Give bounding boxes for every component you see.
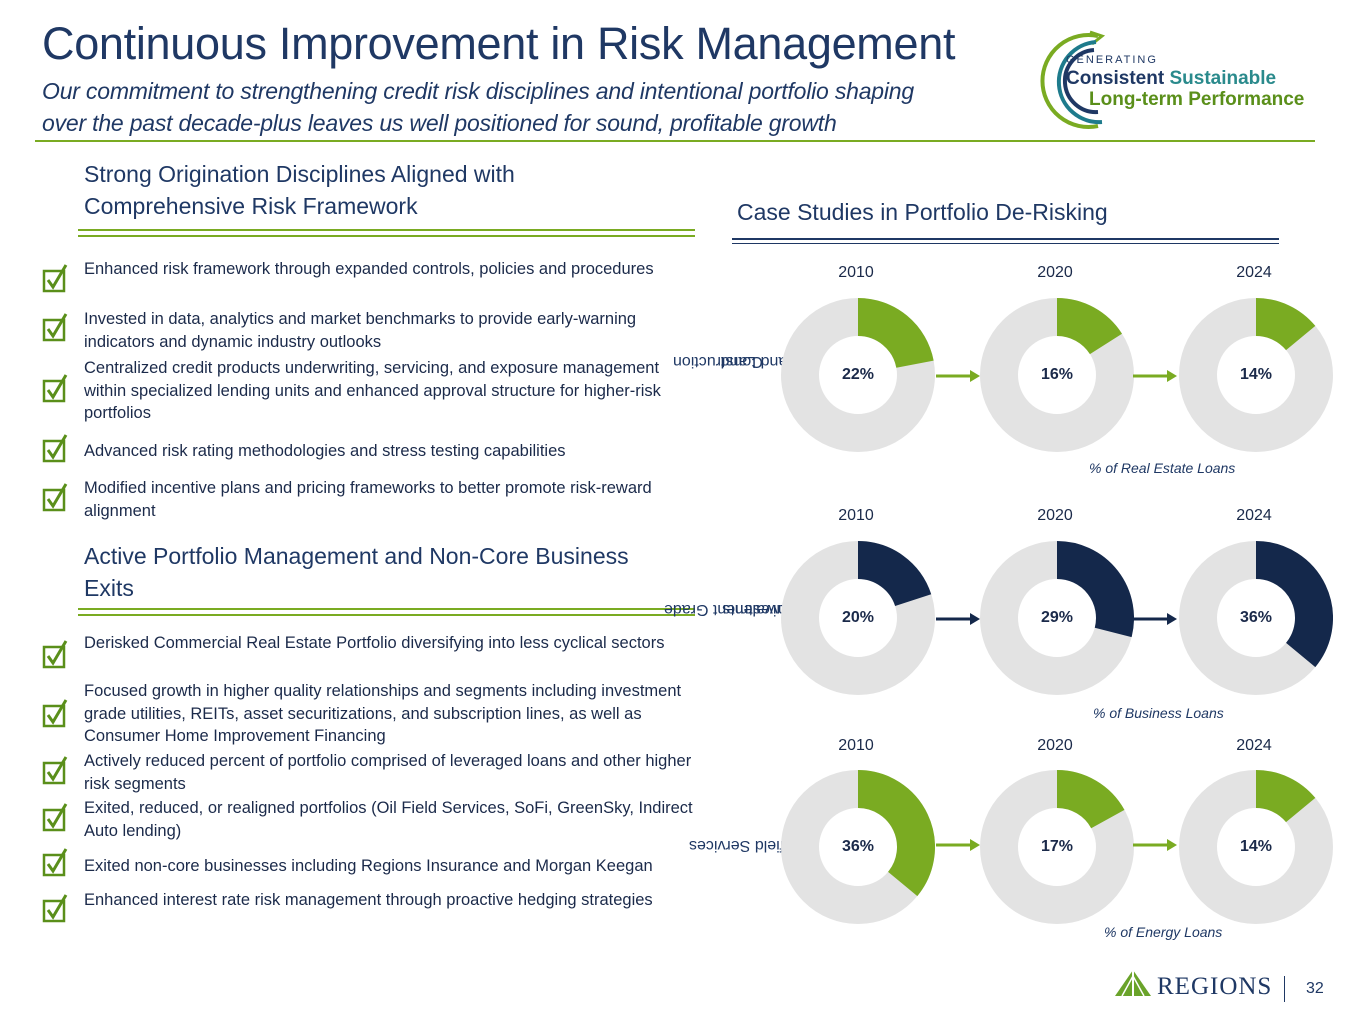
section2-divider: [78, 608, 695, 616]
year-label: 2010: [838, 737, 874, 754]
footnote-business: % of Business Loans: [1093, 705, 1224, 721]
year-label: 2020: [1037, 737, 1073, 754]
section2-heading-line2: Exits: [84, 575, 134, 601]
section2-bullet-2: Focused growth in higher quality relatio…: [84, 682, 682, 745]
regions-pyramid-logo-icon: [1115, 970, 1151, 997]
arrow-right-icon: [1133, 613, 1177, 625]
year-label: 2010: [838, 507, 874, 524]
row-label-construction: Construction and Land: [673, 353, 788, 370]
generating-badge-arc-icon: [1040, 30, 1106, 129]
badge-sustainable: Sustainable: [1169, 68, 1277, 89]
year-label: 2010: [838, 264, 874, 281]
donut-investment-grade-2020: [980, 541, 1134, 695]
donut-segment: [1255, 541, 1333, 668]
donut-oilfield-2024: [1179, 770, 1333, 924]
section1-heading-line2: Comprehensive Risk Framework: [84, 193, 418, 219]
donut-segment: [1056, 770, 1125, 830]
checkbox-checked-icon: [42, 640, 68, 669]
checkbox-checked-icon: [42, 756, 68, 785]
checkbox-checked-icon: [42, 803, 68, 832]
donut-value-label: 16%: [1040, 366, 1074, 383]
section2-bullet-1: Derisked Commercial Real Estate Portfoli…: [84, 634, 665, 652]
year-label: 2024: [1236, 737, 1272, 754]
checkbox-checked-icon: [42, 374, 68, 403]
arrow-right-icon: [936, 613, 980, 625]
page-subtitle-line2: over the past decade-plus leaves us well…: [42, 110, 837, 136]
section1-bullet-1: Enhanced risk framework through expanded…: [84, 260, 654, 278]
page-title: Continuous Improvement in Risk Managemen…: [42, 18, 956, 69]
arrow-right-icon: [1133, 370, 1177, 382]
regions-wordmark: REGIONS: [1157, 973, 1273, 1000]
case-studies-heading: Case Studies in Portfolio De-Risking: [737, 199, 1108, 225]
footnote-real-estate: % of Real Estate Loans: [1089, 460, 1236, 476]
section2-bullet-3: Actively reduced percent of portfolio co…: [84, 752, 692, 793]
checkbox-checked-icon: [42, 434, 68, 463]
section2-heading-line1: Active Portfolio Management and Non-Core…: [84, 543, 629, 569]
year-label: 2024: [1236, 507, 1272, 524]
year-label: 2020: [1037, 264, 1073, 281]
badge-line2: Consistent Sustainable: [1066, 68, 1276, 90]
donut-segment: [1255, 770, 1316, 823]
row-label-investment-grade: Investment Grade Equivalents: [664, 601, 806, 618]
footer-separator: [1284, 976, 1285, 1002]
year-label: 2020: [1037, 507, 1073, 524]
page-number: 32: [1306, 980, 1324, 997]
donut-oilfield-2020: [980, 770, 1134, 924]
badge-longterm: Long-term Performance: [1089, 89, 1305, 110]
page-subtitle-line1: Our commitment to strengthening credit r…: [42, 78, 914, 104]
checkbox-checked-icon: [42, 848, 68, 877]
section2-bullet-4: Exited, reduced, or realigned portfolios…: [84, 799, 693, 840]
donut-value-label: 22%: [841, 366, 875, 383]
arrow-right-icon: [936, 839, 980, 851]
checkbox-checked-icon: [42, 483, 68, 512]
badge-consistent: Consistent: [1066, 68, 1165, 89]
donut-value-label: 14%: [1239, 838, 1273, 855]
section1-bullet-2: Invested in data, analytics and market b…: [84, 310, 637, 351]
arrow-right-icon: [936, 370, 980, 382]
donut-construction-2010: [781, 298, 935, 452]
donut-investment-grade-2024: [1179, 541, 1333, 695]
donut-segment: [857, 541, 932, 607]
donut-construction-2024: [1179, 298, 1333, 452]
donut-segment: [1056, 298, 1123, 355]
donut-investment-grade-2010: [781, 541, 935, 695]
footnote-energy: % of Energy Loans: [1104, 924, 1223, 940]
section1-divider: [78, 229, 695, 237]
donut-value-label: 29%: [1040, 609, 1074, 626]
checkbox-checked-icon: [42, 264, 68, 293]
donut-value-label: 14%: [1239, 366, 1273, 383]
checkbox-checked-icon: [42, 313, 68, 342]
donut-value-label: 17%: [1040, 838, 1074, 855]
row-label-oilfield: Oilfield Services: [688, 837, 804, 854]
donut-segment: [857, 298, 934, 369]
section1-bullet-4: Advanced risk rating methodologies and s…: [84, 442, 566, 460]
section1-bullet-3: Centralized credit products underwriting…: [84, 359, 661, 422]
donut-segment: [1255, 298, 1316, 351]
section2-bullet-5: Exited non-core businesses including Reg…: [84, 857, 653, 875]
year-label: 2024: [1236, 264, 1272, 281]
header-divider: [35, 140, 1315, 142]
donut-segment: [1056, 541, 1134, 638]
section1-bullet-5: Modified incentive plans and pricing fra…: [84, 479, 652, 520]
badge-generating: GENERATING: [1066, 54, 1158, 66]
donut-segment: [857, 770, 935, 897]
case-studies-divider: [732, 238, 1279, 244]
donut-construction-2020: [980, 298, 1134, 452]
section2-bullet-6: Enhanced interest rate risk management t…: [84, 891, 653, 909]
arrow-right-icon: [1133, 839, 1177, 851]
donut-value-label: 36%: [841, 838, 875, 855]
donut-oilfield-2010: [781, 770, 935, 924]
section1-heading-line1: Strong Origination Disciplines Aligned w…: [84, 161, 515, 187]
donut-value-label: 20%: [841, 609, 875, 626]
donut-value-label: 36%: [1239, 609, 1273, 626]
checkbox-checked-icon: [42, 894, 68, 923]
checkbox-checked-icon: [42, 699, 68, 728]
